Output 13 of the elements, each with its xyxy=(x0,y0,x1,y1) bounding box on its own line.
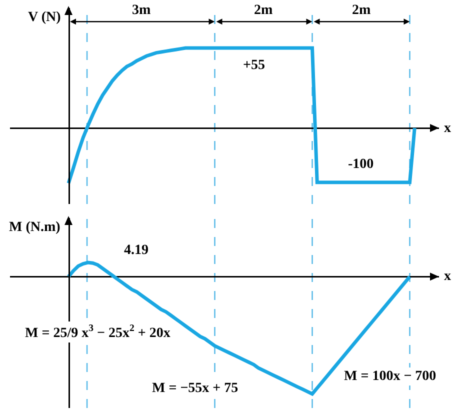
annotation: -100 xyxy=(348,157,374,172)
y-axis-title: M (N.m) xyxy=(9,220,61,235)
annotation: M = 100x − 700 xyxy=(344,369,436,384)
text: 2m xyxy=(352,3,371,18)
text: 3m xyxy=(132,3,151,18)
annotation: M = −55x + 75 xyxy=(152,381,238,396)
annotation: M = 25/9 x$^{3}$ − 25x$^{2}$ + 20x xyxy=(25,323,170,341)
annotation: +55 xyxy=(243,58,265,73)
y-axis-title: V (N) xyxy=(28,10,62,25)
x-axis-title: x xyxy=(444,121,451,136)
text: 4.19 xyxy=(124,243,148,258)
text: 2m xyxy=(254,3,273,18)
x-axis-title: x xyxy=(444,269,451,284)
